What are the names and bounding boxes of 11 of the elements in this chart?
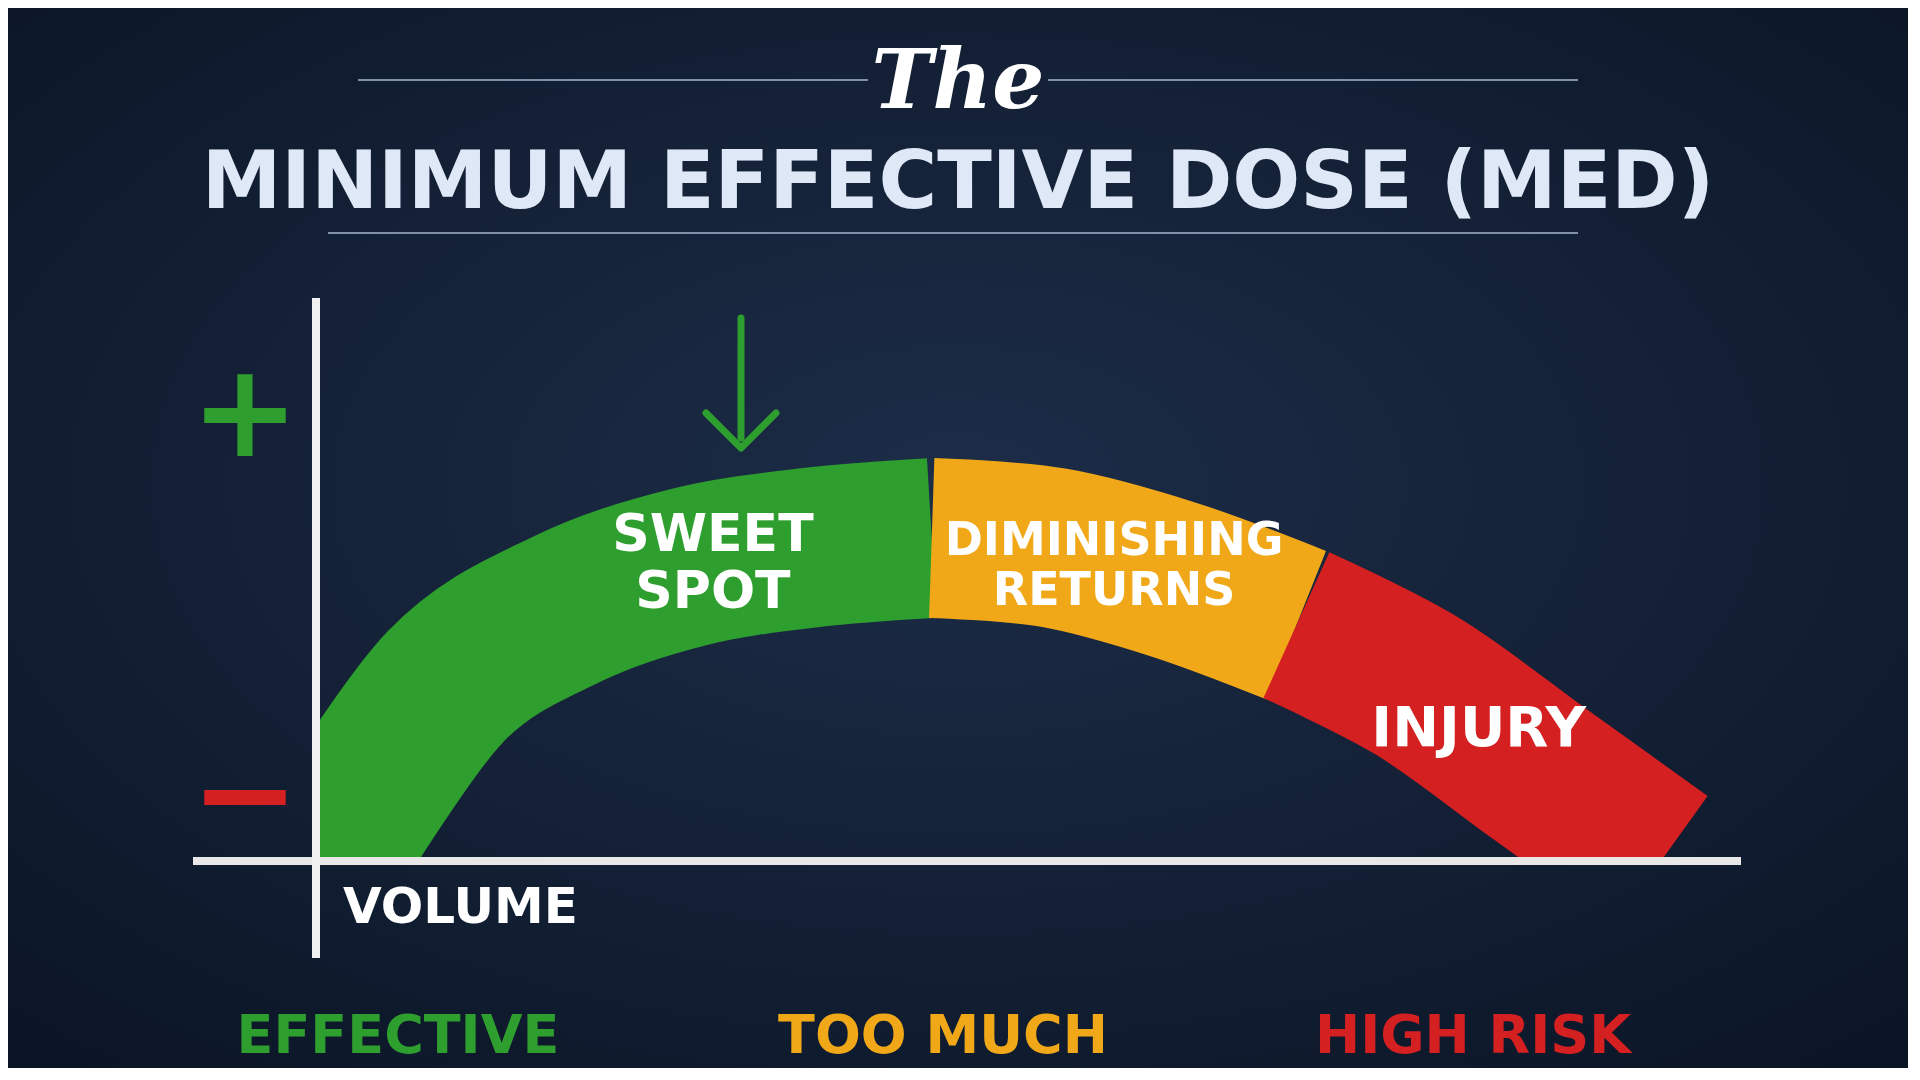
text: HIGH RISK: [1314, 1003, 1634, 1066]
annotation: SWEET SPOT: [612, 502, 815, 620]
chart-title: The: [871, 31, 1045, 127]
text: EFFECTIVE: [236, 1003, 560, 1066]
series-label: DIMINISHING RETURNS: [944, 511, 1284, 617]
text: +: [190, 335, 300, 487]
chart-subtitle: MINIMUM EFFECTIVE DOSE (MED): [201, 134, 1715, 227]
x-axis-title: VOLUME: [343, 877, 578, 935]
series-label: INJURY: [1371, 694, 1588, 760]
annotation: −: [190, 717, 300, 869]
text: TOO MUCH: [778, 1003, 1108, 1066]
